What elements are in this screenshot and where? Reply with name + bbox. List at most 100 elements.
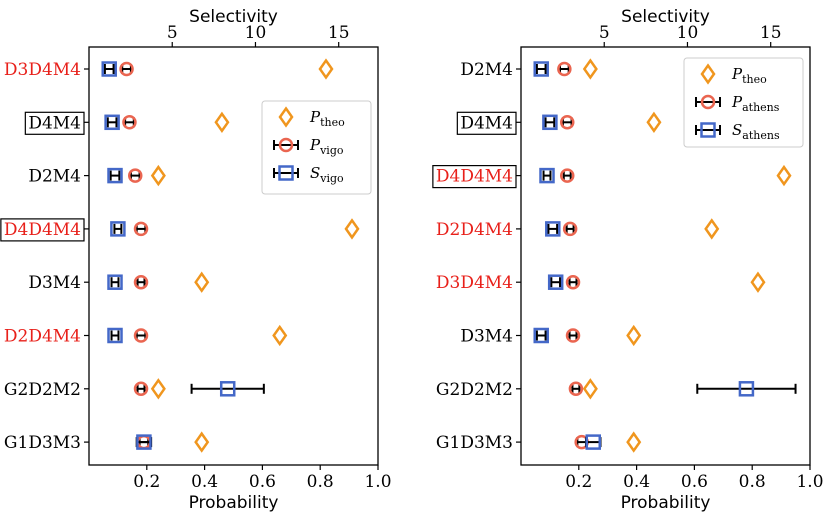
legend-errorbar — [695, 97, 721, 107]
category-label: G1D3M3 — [4, 433, 81, 453]
category-highlight-box — [24, 111, 85, 135]
legend-subscript: vigo — [319, 172, 344, 185]
legend-symbol: S — [732, 121, 742, 139]
category-label: D2D4M4 — [436, 220, 513, 240]
data-point-circle — [133, 221, 149, 237]
series-P_theo — [150, 58, 360, 453]
series-P_athens — [557, 61, 589, 450]
data-point-square — [107, 274, 123, 290]
legend-symbol: S — [310, 164, 320, 182]
x2-tick-label: 10 — [245, 23, 267, 43]
errorbar — [136, 277, 146, 288]
legend-symbol: P — [731, 93, 743, 111]
category-highlight-box — [0, 218, 85, 242]
x-tick-label: 0.4 — [191, 472, 218, 492]
legend-marker-circle — [700, 94, 716, 110]
category-label: G2D2M2 — [436, 380, 513, 400]
data-point-diamond — [194, 431, 210, 453]
errorbar — [135, 223, 147, 234]
data-point-square — [542, 114, 558, 131]
legend-label: Svigo — [310, 164, 344, 185]
errorbar — [106, 117, 118, 128]
data-point-circle — [562, 221, 578, 237]
data-point-diamond — [646, 111, 662, 133]
category-label: D3M4 — [28, 273, 81, 293]
x-tick-label: 1.0 — [364, 472, 391, 492]
data-point-circle — [565, 328, 581, 343]
legend-marker-square — [700, 122, 716, 138]
errorbar — [568, 277, 578, 288]
errorbar — [571, 383, 581, 394]
data-point-square — [219, 381, 236, 397]
errorbar — [568, 330, 578, 341]
legend-label: Ptheo — [309, 108, 345, 129]
data-point-circle — [565, 274, 581, 290]
data-point-diamond — [582, 58, 598, 80]
data-point-square — [107, 327, 123, 344]
legend-subscript: theo — [320, 116, 345, 129]
errorbar — [547, 223, 559, 234]
data-point-diamond — [582, 378, 598, 400]
legend-marker-circle — [278, 137, 294, 153]
errorbar — [696, 383, 797, 394]
legend-errorbar — [273, 140, 299, 150]
category-label: D4M4 — [28, 113, 81, 133]
legend-subscript: theo — [742, 73, 767, 86]
data-point-square — [136, 434, 152, 450]
errorbar — [110, 277, 120, 288]
errorbar — [544, 117, 556, 128]
x2-tick-label: 10 — [677, 23, 699, 43]
legend-label: Ptheo — [731, 65, 767, 86]
x-tick-label: 0.2 — [565, 472, 592, 492]
category-label: D4M4 — [460, 113, 513, 133]
errorbar — [121, 64, 132, 74]
x-axis-label: Probability — [621, 493, 711, 513]
chart-panel-vigo: 0.2 0.4 0.6 0.8 1.0 Probability 5 10 15 Selectivi… — [0, 7, 392, 513]
errorbar — [110, 330, 120, 341]
errorbar — [562, 170, 572, 181]
x2-tick-label: 5 — [599, 23, 610, 43]
x-tick-label: 0.2 — [133, 472, 160, 492]
category-label: D3M4 — [460, 327, 513, 347]
data-point-square — [738, 381, 755, 397]
data-point-circle — [119, 61, 134, 77]
category-label: D4D4M4 — [436, 167, 513, 187]
plot-frame — [88, 46, 379, 466]
x-axis-label: Probability — [189, 493, 279, 513]
data-point-square — [110, 221, 126, 237]
x-tick-label: 0.6 — [681, 472, 708, 492]
legend-errorbar — [695, 125, 721, 135]
series-S_athens — [533, 61, 797, 450]
category-label: G2D2M2 — [4, 380, 81, 400]
x2-axis-label: Selectivity — [189, 7, 278, 27]
data-point-circle — [122, 115, 137, 130]
plot-frame — [520, 46, 811, 466]
category-label: D4D4M4 — [4, 220, 81, 240]
legend-marker-square — [278, 165, 294, 181]
data-point-square — [545, 221, 561, 237]
errorbar — [559, 64, 570, 74]
data-point-circle — [133, 328, 149, 343]
data-point-square — [101, 61, 117, 77]
x2-tick-label: 15 — [328, 23, 350, 43]
legend-symbol: P — [731, 65, 743, 83]
series-P_vigo — [119, 61, 152, 450]
data-point-diamond — [150, 378, 166, 400]
data-point-square — [533, 61, 549, 77]
data-point-diamond — [344, 218, 360, 240]
series-P_theo — [582, 58, 792, 453]
legend-marker-diamond — [700, 63, 716, 85]
data-point-square — [533, 327, 549, 344]
legend-subscript: athens — [742, 129, 780, 142]
data-point-diamond — [750, 271, 766, 293]
series-S_vigo — [101, 61, 265, 450]
data-point-circle — [559, 168, 575, 183]
errorbar — [129, 170, 141, 181]
data-point-circle — [127, 168, 143, 183]
errorbar — [190, 383, 265, 394]
legend-frame — [261, 100, 372, 195]
errorbar — [576, 437, 588, 448]
